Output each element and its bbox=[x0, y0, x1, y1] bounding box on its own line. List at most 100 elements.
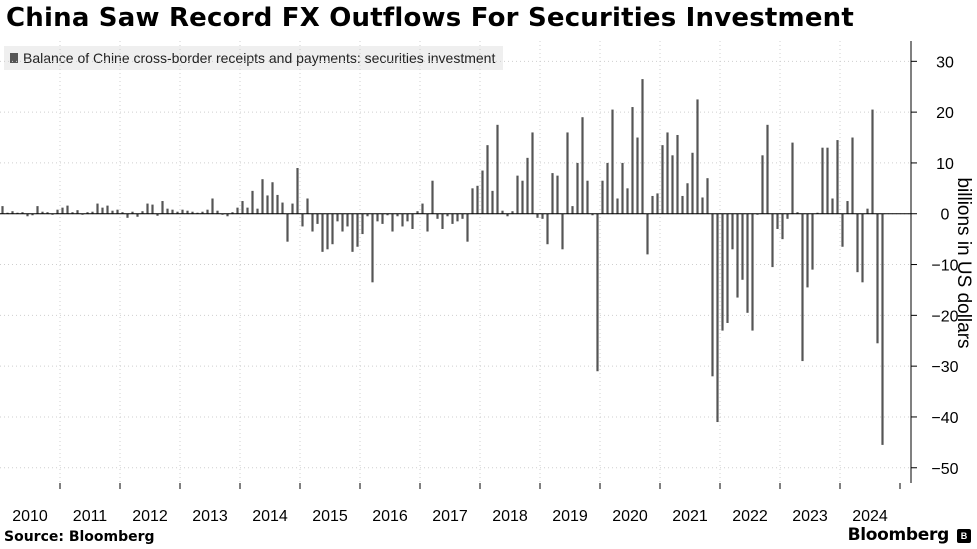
bar bbox=[621, 162, 624, 214]
bar bbox=[91, 211, 94, 214]
chart-title: China Saw Record FX Outflows For Securit… bbox=[6, 3, 854, 33]
bar bbox=[731, 213, 734, 250]
bar bbox=[361, 213, 364, 235]
bar bbox=[576, 162, 579, 214]
bar bbox=[861, 213, 864, 283]
bar bbox=[561, 213, 564, 250]
bar bbox=[821, 147, 824, 214]
bar bbox=[151, 204, 154, 214]
bar bbox=[86, 212, 89, 214]
bar bbox=[581, 117, 584, 214]
bar bbox=[246, 207, 249, 214]
bar bbox=[256, 208, 259, 214]
bar bbox=[651, 195, 654, 214]
bar bbox=[211, 198, 214, 214]
bar bbox=[71, 212, 74, 214]
bar bbox=[251, 190, 254, 214]
bar bbox=[721, 213, 724, 331]
y-axis-label: billions in US dollars bbox=[953, 177, 974, 348]
bar bbox=[416, 211, 419, 214]
bar bbox=[1, 206, 4, 214]
bar bbox=[451, 213, 454, 224]
bar bbox=[76, 210, 79, 214]
y-tick-label: −30 bbox=[931, 359, 958, 376]
bar bbox=[411, 213, 414, 229]
bar bbox=[516, 175, 519, 214]
bars bbox=[1, 79, 884, 445]
bar bbox=[406, 213, 409, 222]
bar bbox=[736, 213, 739, 298]
bar bbox=[591, 213, 594, 216]
y-tick-label: 0 bbox=[941, 207, 950, 224]
bar bbox=[601, 180, 604, 214]
bar bbox=[786, 213, 789, 219]
x-tick-label: 2022 bbox=[732, 508, 768, 525]
bar bbox=[116, 209, 119, 214]
bar bbox=[226, 213, 229, 217]
bar bbox=[811, 213, 814, 270]
bar bbox=[806, 213, 809, 288]
bar bbox=[346, 213, 349, 227]
bar bbox=[336, 213, 339, 222]
bar bbox=[126, 213, 129, 218]
bar bbox=[191, 211, 194, 214]
bar bbox=[381, 213, 384, 224]
bar bbox=[531, 132, 534, 214]
bar bbox=[321, 213, 324, 252]
bar bbox=[6, 212, 9, 214]
bar bbox=[196, 212, 199, 214]
bar bbox=[131, 211, 134, 214]
bar bbox=[696, 99, 699, 214]
bar bbox=[301, 213, 304, 227]
bar bbox=[506, 213, 509, 217]
bar bbox=[46, 212, 49, 214]
bar bbox=[881, 213, 884, 445]
x-tick-label: 2014 bbox=[252, 508, 288, 525]
bar bbox=[776, 213, 779, 229]
y-tick-label: −10 bbox=[931, 258, 958, 275]
x-tick-label: 2020 bbox=[612, 508, 648, 525]
bar bbox=[681, 195, 684, 214]
bar bbox=[626, 188, 629, 214]
bar bbox=[81, 213, 84, 215]
bar bbox=[801, 213, 804, 362]
bar bbox=[831, 198, 834, 214]
bar bbox=[726, 213, 729, 323]
bar bbox=[596, 213, 599, 372]
bar bbox=[296, 168, 299, 214]
bar bbox=[656, 193, 659, 214]
y-tick-label: −40 bbox=[931, 410, 958, 427]
bar bbox=[36, 206, 39, 214]
bar bbox=[816, 212, 819, 214]
bar bbox=[501, 210, 504, 214]
bar bbox=[546, 213, 549, 245]
bar bbox=[276, 194, 279, 214]
bar bbox=[306, 198, 309, 214]
bar bbox=[396, 213, 399, 217]
bar bbox=[391, 213, 394, 232]
x-tick-label: 2015 bbox=[312, 508, 348, 525]
bar bbox=[121, 212, 124, 214]
bar bbox=[756, 213, 759, 215]
bar bbox=[766, 124, 769, 214]
bar bbox=[101, 207, 104, 214]
bar bbox=[266, 195, 269, 214]
bar bbox=[441, 213, 444, 229]
legend-swatch bbox=[10, 53, 18, 63]
y-tick-label: 20 bbox=[936, 105, 954, 122]
x-tick-label: 2016 bbox=[372, 508, 408, 525]
x-tick-label: 2011 bbox=[73, 508, 108, 525]
bar bbox=[386, 213, 389, 216]
bar bbox=[666, 132, 669, 214]
bar bbox=[366, 213, 369, 217]
bar bbox=[691, 152, 694, 214]
bar bbox=[461, 213, 464, 219]
bar bbox=[261, 179, 264, 214]
y-tick-label: 30 bbox=[936, 54, 954, 71]
bar bbox=[186, 210, 189, 214]
bar bbox=[166, 208, 169, 214]
bar bbox=[826, 147, 829, 214]
bar bbox=[511, 211, 514, 214]
bar bbox=[641, 79, 644, 214]
bar bbox=[341, 213, 344, 232]
